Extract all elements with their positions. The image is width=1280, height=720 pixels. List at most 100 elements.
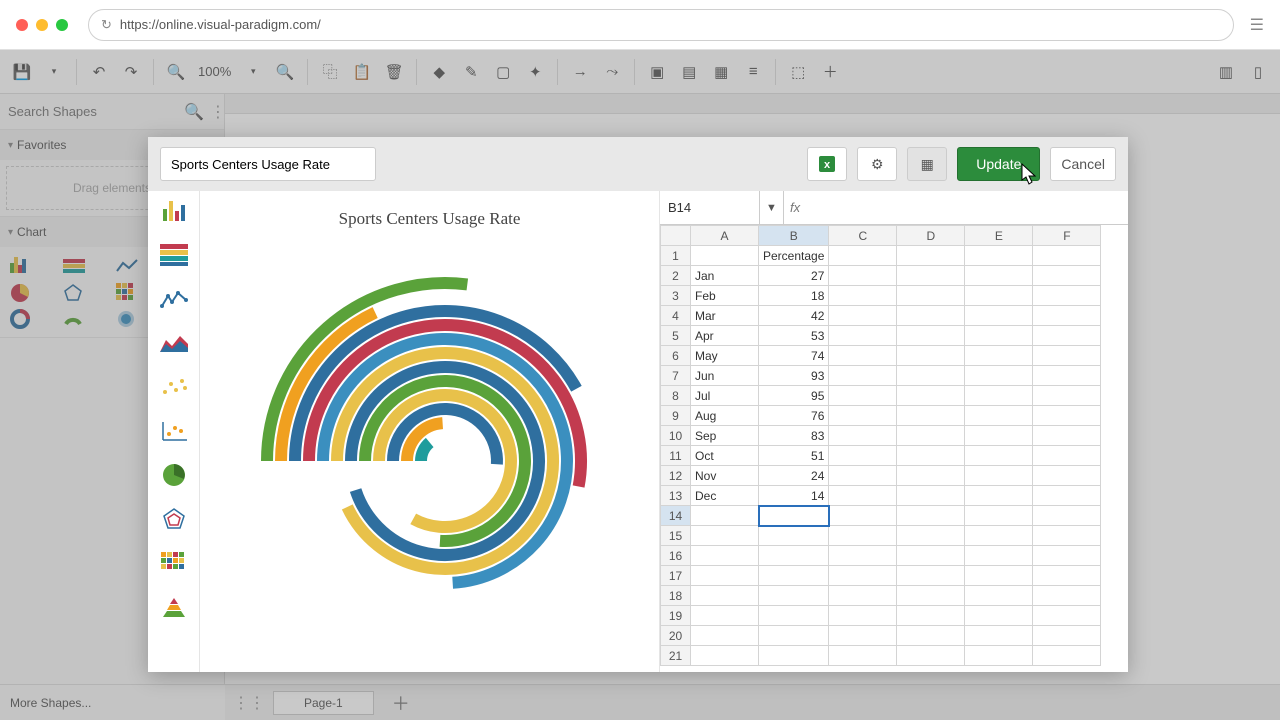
cell[interactable]: [897, 286, 965, 306]
cell[interactable]: [829, 366, 897, 386]
row-header[interactable]: 18: [661, 586, 691, 606]
cell[interactable]: [1033, 246, 1101, 266]
cell[interactable]: [1033, 446, 1101, 466]
cell[interactable]: [965, 586, 1033, 606]
cell[interactable]: [1033, 266, 1101, 286]
cell[interactable]: [829, 386, 897, 406]
cell[interactable]: [759, 526, 829, 546]
cell[interactable]: [691, 566, 759, 586]
cell[interactable]: [829, 606, 897, 626]
cell[interactable]: [829, 346, 897, 366]
cell[interactable]: 51: [759, 446, 829, 466]
cell[interactable]: [759, 566, 829, 586]
row-header[interactable]: 4: [661, 306, 691, 326]
cell[interactable]: Oct: [691, 446, 759, 466]
ct-area-icon[interactable]: [158, 331, 190, 355]
spreadsheet-grid[interactable]: ABCDEF1Percentage2Jan273Feb184Mar425Apr5…: [660, 225, 1128, 672]
cell[interactable]: [1033, 646, 1101, 666]
minimize-window-icon[interactable]: [36, 19, 48, 31]
cell[interactable]: [965, 566, 1033, 586]
cell[interactable]: [829, 646, 897, 666]
cell[interactable]: Jun: [691, 366, 759, 386]
cell[interactable]: [1033, 346, 1101, 366]
ct-scatter-axis-icon[interactable]: [158, 419, 190, 443]
cell[interactable]: [1033, 566, 1101, 586]
cancel-button[interactable]: Cancel: [1050, 147, 1116, 181]
cell[interactable]: [759, 626, 829, 646]
cell[interactable]: [829, 446, 897, 466]
row-header[interactable]: 16: [661, 546, 691, 566]
cell[interactable]: [965, 646, 1033, 666]
row-header[interactable]: 9: [661, 406, 691, 426]
cell[interactable]: [965, 526, 1033, 546]
cell[interactable]: [829, 286, 897, 306]
cell[interactable]: [965, 386, 1033, 406]
row-header[interactable]: 12: [661, 466, 691, 486]
cell[interactable]: [691, 546, 759, 566]
ct-scatter-icon[interactable]: [158, 375, 190, 399]
cell[interactable]: [829, 526, 897, 546]
cell[interactable]: 74: [759, 346, 829, 366]
row-header[interactable]: 2: [661, 266, 691, 286]
ct-radar-icon[interactable]: [158, 507, 190, 531]
cell[interactable]: 24: [759, 466, 829, 486]
reload-icon[interactable]: ↻: [101, 17, 112, 33]
cell[interactable]: Apr: [691, 326, 759, 346]
cell[interactable]: [1033, 626, 1101, 646]
column-header[interactable]: C: [829, 226, 897, 246]
cell[interactable]: [897, 506, 965, 526]
cell[interactable]: [829, 566, 897, 586]
row-header[interactable]: 17: [661, 566, 691, 586]
cell[interactable]: [829, 426, 897, 446]
cell[interactable]: [897, 246, 965, 266]
cell[interactable]: [1033, 406, 1101, 426]
cell[interactable]: [691, 526, 759, 546]
cell[interactable]: [897, 346, 965, 366]
cell[interactable]: [691, 626, 759, 646]
cell[interactable]: [1033, 546, 1101, 566]
cell[interactable]: [965, 306, 1033, 326]
cell[interactable]: [1033, 426, 1101, 446]
maximize-window-icon[interactable]: [56, 19, 68, 31]
cell[interactable]: [965, 446, 1033, 466]
cell[interactable]: [897, 386, 965, 406]
cell[interactable]: [965, 546, 1033, 566]
cell[interactable]: [965, 286, 1033, 306]
cell[interactable]: [965, 486, 1033, 506]
cell[interactable]: Aug: [691, 406, 759, 426]
row-header[interactable]: 3: [661, 286, 691, 306]
cell[interactable]: [897, 426, 965, 446]
cell[interactable]: [965, 426, 1033, 446]
cell[interactable]: [759, 586, 829, 606]
column-header[interactable]: D: [897, 226, 965, 246]
row-header[interactable]: 10: [661, 426, 691, 446]
column-header[interactable]: E: [965, 226, 1033, 246]
excel-import-button[interactable]: x: [807, 147, 847, 181]
cell-ref-dropdown-icon[interactable]: ▼: [760, 191, 784, 224]
cell[interactable]: [897, 266, 965, 286]
url-bar[interactable]: ↻ https://online.visual-paradigm.com/: [88, 9, 1234, 41]
cell[interactable]: [897, 446, 965, 466]
cell[interactable]: 95: [759, 386, 829, 406]
cell[interactable]: Jul: [691, 386, 759, 406]
cell[interactable]: [897, 626, 965, 646]
cell[interactable]: [691, 506, 759, 526]
cell[interactable]: [1033, 306, 1101, 326]
row-header[interactable]: 14: [661, 506, 691, 526]
cell[interactable]: [829, 506, 897, 526]
cell[interactable]: [965, 466, 1033, 486]
cell[interactable]: [829, 406, 897, 426]
cell[interactable]: [897, 546, 965, 566]
cell[interactable]: [691, 646, 759, 666]
cell[interactable]: [965, 626, 1033, 646]
cell[interactable]: 53: [759, 326, 829, 346]
cell[interactable]: 93: [759, 366, 829, 386]
cell[interactable]: [1033, 326, 1101, 346]
cell[interactable]: [759, 646, 829, 666]
cell[interactable]: [965, 266, 1033, 286]
cell[interactable]: [759, 546, 829, 566]
cell[interactable]: [897, 306, 965, 326]
cell[interactable]: [691, 586, 759, 606]
cell[interactable]: [829, 466, 897, 486]
ct-pie-icon[interactable]: [158, 463, 190, 487]
